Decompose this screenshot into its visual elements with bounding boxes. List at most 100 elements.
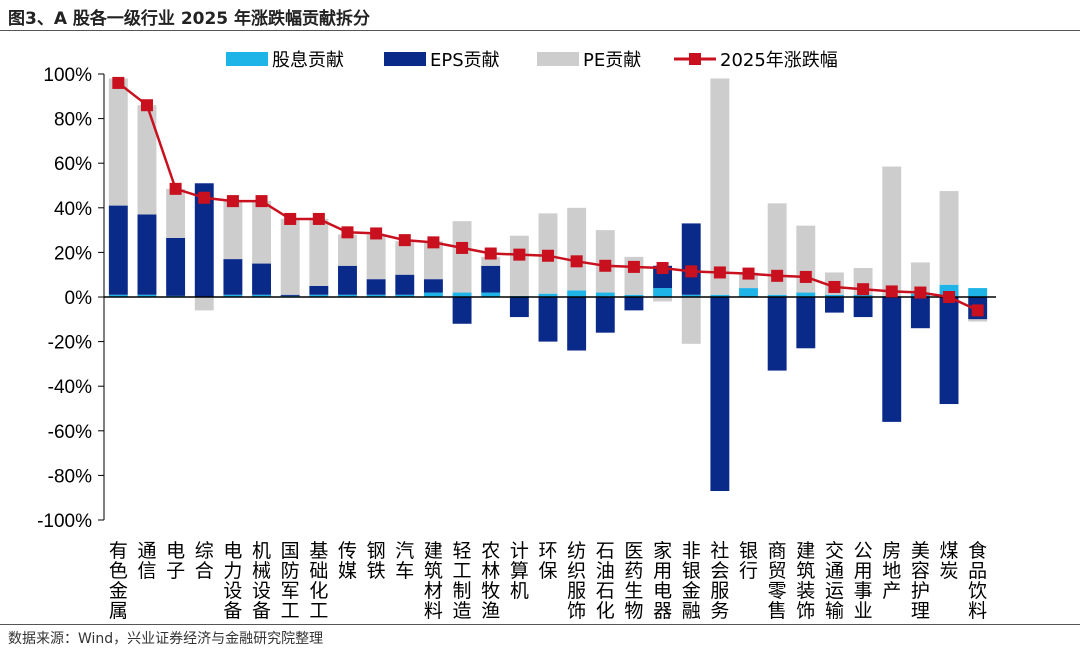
bar-eps bbox=[824, 297, 844, 313]
legend-label-dividend: 股息贡献 bbox=[272, 50, 344, 71]
legend-swatch-pe bbox=[537, 52, 579, 66]
bar-eps bbox=[681, 223, 701, 295]
bar-dividend bbox=[137, 294, 157, 297]
bar-eps bbox=[280, 294, 300, 296]
bar-eps bbox=[338, 265, 357, 295]
bar-pe bbox=[252, 201, 272, 264]
bar-eps bbox=[366, 279, 386, 295]
line-marker bbox=[713, 266, 726, 279]
line-marker bbox=[198, 191, 211, 204]
bar-pe bbox=[280, 218, 300, 295]
bar-eps bbox=[796, 297, 816, 349]
line-marker bbox=[828, 280, 841, 293]
bar-dividend bbox=[366, 294, 386, 297]
line-marker bbox=[742, 267, 755, 280]
bar-pe bbox=[395, 241, 415, 275]
bar-pe bbox=[423, 241, 443, 280]
bar-dividend bbox=[108, 294, 128, 297]
x-category-label: 通信 bbox=[137, 540, 156, 582]
bar-dividend bbox=[595, 292, 615, 297]
x-category-label: 有色金属 bbox=[109, 540, 128, 622]
line-marker bbox=[112, 76, 125, 89]
x-category-label: 煤炭 bbox=[940, 540, 959, 582]
bar-eps bbox=[567, 297, 587, 351]
legend: 股息贡献 EPS贡献 PE贡献 2025年涨跌幅 bbox=[226, 50, 838, 71]
line-marker bbox=[542, 249, 554, 262]
line-marker bbox=[685, 265, 698, 278]
bar-eps bbox=[595, 297, 615, 333]
y-tick-label: -40% bbox=[48, 377, 92, 398]
line-marker bbox=[427, 236, 440, 249]
bar-eps bbox=[853, 297, 873, 318]
bar-dividend bbox=[423, 292, 443, 297]
legend-label-eps: EPS贡献 bbox=[430, 50, 500, 71]
bar-pe bbox=[309, 218, 329, 286]
bar-eps bbox=[882, 297, 902, 422]
x-category-label: 银行 bbox=[739, 540, 758, 582]
x-category-label: 商贸零售 bbox=[768, 540, 787, 622]
y-tick-label: 80% bbox=[54, 110, 92, 131]
bar-dividend bbox=[767, 294, 787, 297]
line-marker bbox=[284, 212, 297, 225]
bar-dividend bbox=[624, 294, 644, 297]
line-marker bbox=[971, 304, 984, 317]
line-marker bbox=[226, 195, 239, 208]
bar-dividend bbox=[223, 294, 243, 297]
x-category-label: 汽车 bbox=[395, 540, 414, 582]
bar-eps bbox=[767, 297, 787, 371]
bar-eps bbox=[939, 297, 959, 405]
bar-eps bbox=[509, 297, 529, 318]
bar-pe bbox=[968, 319, 988, 322]
line-marker bbox=[513, 248, 526, 261]
bar-pe bbox=[166, 188, 186, 238]
x-category-label: 公用事业 bbox=[854, 540, 873, 622]
y-tick-label: -20% bbox=[48, 333, 92, 354]
bar-dividend bbox=[853, 294, 873, 297]
bar-dividend bbox=[395, 294, 415, 297]
x-category-label: 电力设备 bbox=[223, 540, 242, 622]
bar-dividend bbox=[739, 288, 758, 297]
line-marker bbox=[914, 286, 927, 299]
bar-eps bbox=[194, 183, 214, 297]
bar-pe bbox=[452, 221, 472, 293]
bar-dividend bbox=[452, 292, 472, 297]
line-marker bbox=[857, 283, 870, 296]
bar-pe bbox=[939, 191, 959, 285]
bar-pe bbox=[509, 235, 529, 296]
line-marker bbox=[140, 99, 153, 112]
line-marker bbox=[799, 270, 812, 283]
legend-marker-change bbox=[689, 53, 701, 65]
bar-eps bbox=[252, 263, 272, 295]
line-marker bbox=[255, 195, 268, 208]
legend-label-change: 2025年涨跌幅 bbox=[720, 50, 838, 71]
x-category-label: 电子 bbox=[166, 540, 185, 582]
x-category-label: 美容护理 bbox=[911, 540, 930, 622]
bar-eps bbox=[223, 259, 243, 295]
bar-dividend bbox=[968, 288, 988, 297]
y-tick-label: -60% bbox=[48, 422, 92, 443]
bar-eps bbox=[423, 279, 443, 293]
line-marker bbox=[570, 255, 583, 268]
line-marker bbox=[312, 212, 325, 225]
x-category-label: 建筑装饰 bbox=[796, 540, 815, 622]
line-marker bbox=[370, 227, 383, 240]
bar-dividend bbox=[252, 294, 272, 297]
bar-dividend bbox=[567, 290, 587, 297]
y-tick-label: 20% bbox=[54, 243, 92, 264]
bar-eps bbox=[166, 237, 186, 296]
bar-eps bbox=[710, 297, 730, 492]
x-category-label: 钢铁 bbox=[367, 540, 386, 582]
bar-pe bbox=[481, 256, 501, 266]
y-tick-label: 100% bbox=[43, 65, 92, 86]
bar-eps bbox=[309, 285, 329, 295]
bar-pe bbox=[108, 78, 128, 206]
bar-pe bbox=[194, 297, 214, 311]
bar-pe bbox=[366, 234, 386, 280]
bar-pe bbox=[223, 201, 243, 260]
legend-swatch-eps bbox=[384, 52, 426, 66]
line-marker bbox=[169, 182, 182, 195]
line-marker bbox=[627, 260, 640, 273]
bar-dividend bbox=[824, 294, 844, 297]
bar-pe bbox=[567, 207, 587, 291]
